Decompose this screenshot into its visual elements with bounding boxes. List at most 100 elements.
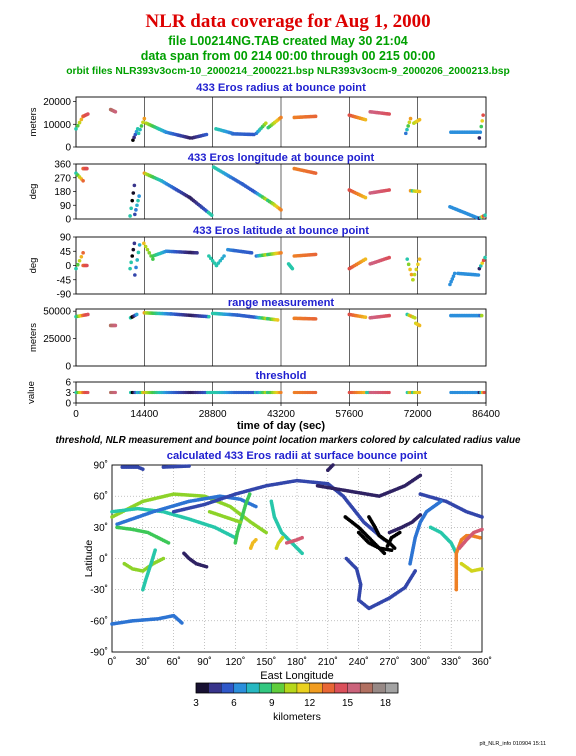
colorbar-tick-label: 12 (304, 698, 316, 709)
ground-track (141, 548, 157, 592)
panel-title: threshold (256, 370, 307, 382)
data-point (478, 130, 483, 135)
map-x-tick-label: 180˚ (287, 656, 307, 668)
x-tick-label: 0 (73, 409, 79, 420)
map-panel: 0˚ 30˚ 60˚ 90˚ 120˚ 150˚ 180˚ 210˚ 240˚ 270˚ 300˚ 3… (83, 450, 492, 682)
series-segment (477, 213, 487, 221)
data-point (113, 390, 117, 395)
series-segment (368, 188, 391, 195)
track-point (331, 463, 335, 467)
series-segment (190, 132, 209, 140)
data-point (134, 265, 138, 270)
data-point (74, 127, 78, 131)
data-point (405, 257, 410, 261)
map-title: calculated 433 Eros radii at surface bou… (167, 450, 428, 462)
series-segment (133, 243, 142, 277)
data-point (85, 166, 89, 171)
data-point (480, 261, 485, 265)
data-point (139, 124, 144, 128)
track-point (204, 565, 209, 569)
series-segment (477, 255, 487, 271)
series-segment (159, 179, 192, 200)
track-point (300, 535, 304, 540)
data-point (417, 390, 422, 395)
data-point (137, 194, 141, 198)
data-point (406, 124, 410, 128)
data-point (290, 266, 295, 271)
series-segment (169, 312, 211, 319)
data-point (450, 277, 455, 281)
y-tick-label: 50000 (43, 307, 71, 318)
series-segment (136, 116, 147, 136)
series-segment (226, 247, 254, 255)
series-segment (74, 312, 90, 319)
data-point (135, 203, 139, 208)
x-tick-label: 72000 (404, 409, 432, 420)
span-line: data span from 00 214 00:00 through 00 2… (141, 49, 436, 63)
y-tick-label: 270 (54, 173, 71, 184)
series-segment (108, 323, 118, 328)
ground-track (171, 478, 387, 542)
y-tick-label: 45 (60, 247, 72, 258)
data-point (132, 241, 137, 246)
series-segment (292, 390, 318, 395)
series-segment (448, 271, 457, 287)
x-tick-label: 57600 (335, 409, 363, 420)
series-segment (74, 171, 85, 183)
data-point (449, 279, 453, 284)
map-x-tick-label: 330˚ (441, 656, 461, 668)
ground-track (315, 473, 423, 498)
y-tick-label: 6 (65, 378, 71, 389)
y-tick-label: 3 (65, 388, 71, 399)
data-point (408, 116, 413, 121)
data-point (129, 206, 133, 211)
data-point (195, 251, 199, 255)
series-segment (477, 113, 485, 140)
series-segment (109, 390, 117, 395)
track-point (280, 535, 285, 540)
colorbar-cell (372, 682, 386, 694)
data-point (406, 262, 411, 267)
ground-track (122, 556, 166, 573)
series-segment (128, 183, 137, 218)
series-segment (230, 132, 256, 137)
map-y-tick-label: -90˚ (90, 647, 108, 659)
data-point (313, 317, 318, 321)
data-point (404, 131, 408, 136)
data-point (132, 135, 136, 140)
x-tick-label: 28800 (199, 409, 227, 420)
map-y-axis-label: Latitude (83, 540, 95, 578)
data-point (479, 313, 484, 318)
ground-track (344, 556, 417, 611)
series-segment (142, 241, 155, 261)
series-segment (292, 252, 318, 258)
data-point (86, 312, 90, 317)
data-point (151, 257, 155, 261)
data-point (134, 312, 139, 317)
panel-title: 433 Eros radius at bounce point (196, 82, 366, 94)
data-point (75, 123, 80, 128)
track-point (254, 504, 258, 509)
y-tick-label: 0 (65, 362, 71, 373)
x-tick-label: 43200 (267, 409, 295, 420)
y-tick-label: -45 (57, 275, 72, 286)
series-segment (347, 113, 368, 122)
data-point (417, 323, 422, 328)
series-segment (404, 116, 413, 136)
data-point (135, 258, 140, 262)
colorbar-cell (309, 682, 323, 694)
ground-track (326, 463, 335, 472)
data-point (413, 315, 417, 320)
data-point (113, 109, 118, 114)
series-segment (254, 121, 268, 136)
data-point (137, 243, 142, 247)
colorbar-frame (195, 682, 399, 694)
colorbar-tick-label: 3 (193, 698, 199, 709)
map-x-tick-label: 90˚ (197, 656, 211, 668)
data-point (279, 208, 283, 212)
ground-track (356, 530, 394, 552)
data-point (128, 214, 132, 218)
track-point (480, 515, 484, 519)
series-segment (411, 257, 422, 282)
y-tick-label: 0 (65, 215, 71, 226)
